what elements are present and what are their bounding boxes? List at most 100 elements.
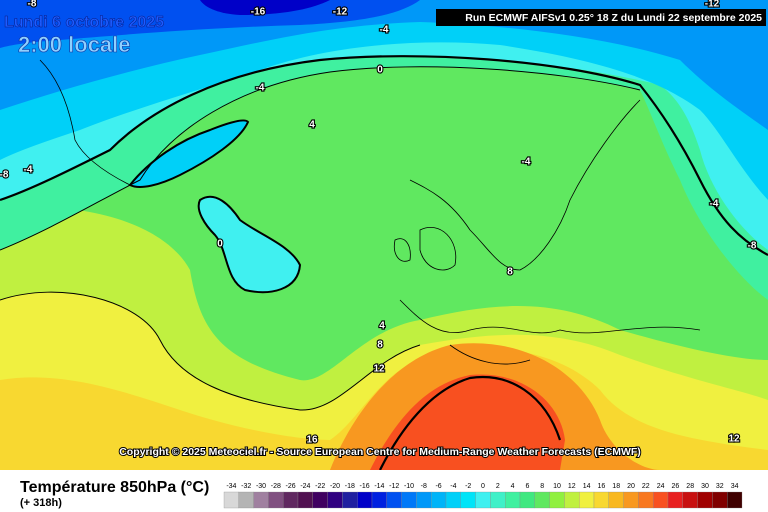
colorbar-swatch <box>445 491 461 509</box>
colorbar-label: 10 <box>553 483 561 490</box>
colorbar-label: -10 <box>404 483 414 490</box>
contour-label: 12 <box>373 364 385 375</box>
colorbar-swatch <box>371 491 387 509</box>
colorbar-label: -24 <box>300 483 310 490</box>
colorbar-label: 24 <box>657 483 665 490</box>
contour-label: 12 <box>728 434 740 445</box>
contour-12 <box>0 291 421 411</box>
contour-label: -4 <box>24 165 33 176</box>
contour-0 <box>0 55 768 256</box>
colorbar-label: 14 <box>583 483 591 490</box>
contour-label: -12 <box>333 7 348 18</box>
colorbar-swatch <box>697 491 713 509</box>
colorbar-label: -14 <box>374 483 384 490</box>
contour-label: -4 <box>256 83 265 94</box>
colorbar-label: -22 <box>315 483 325 490</box>
colorbar-label: 28 <box>686 483 694 490</box>
colorbar-swatch <box>223 491 239 509</box>
colorbar-label: 22 <box>642 483 650 490</box>
colorbar-swatch <box>579 491 595 509</box>
coastline <box>39 59 701 365</box>
colorbar-label: 32 <box>716 483 724 490</box>
colorbar-swatch <box>653 491 669 509</box>
colorbar-label: -2 <box>465 483 471 490</box>
run-info: Run ECMWF AIFSv1 0.25° 18 Z du Lundi 22 … <box>465 12 762 24</box>
colorbar-label: -4 <box>450 483 456 490</box>
colorbar-label: 12 <box>568 483 576 490</box>
colorbar-swatch <box>564 491 580 509</box>
field-m8 <box>0 0 768 130</box>
colorbar-label: 2 <box>496 483 500 490</box>
footer-lead: (+ 318h) <box>20 497 62 509</box>
colorbar: -34 -32 -30 -28 -26 -24 -22 -20 -18 -16 -14 -12 -10-… <box>223 483 743 509</box>
contour-4 <box>0 66 641 251</box>
colorbar-label: -16 <box>360 483 370 490</box>
run-box <box>436 9 766 26</box>
colorbar-swatch <box>357 491 373 509</box>
colorbar-label: -30 <box>256 483 266 490</box>
colorbar-label: 20 <box>627 483 635 490</box>
colorbar-swatch <box>475 491 491 509</box>
contour-label: -4 <box>522 157 531 168</box>
colorbar-swatch <box>623 491 639 509</box>
contour-label: -8 <box>748 241 757 252</box>
colorbar-swatch <box>253 491 269 509</box>
contour-label: 4 <box>379 321 385 332</box>
colorbar-swatch <box>505 491 521 509</box>
colorbar-label: -6 <box>435 483 441 490</box>
colorbar-label: -32 <box>241 483 251 490</box>
field-cold-pool <box>197 195 302 294</box>
colorbar-swatch <box>268 491 284 509</box>
field-m12 <box>0 0 420 48</box>
contour-label: -12 <box>705 0 720 10</box>
colorbar-swatch <box>342 491 358 509</box>
colorbar-label: -18 <box>345 483 355 490</box>
contour-label: 8 <box>377 340 383 351</box>
colorbar-swatch <box>682 491 698 509</box>
map-date: Lundi 6 octobre 2025 <box>4 14 164 31</box>
colorbar-label: -20 <box>330 483 340 490</box>
contour-label: 4 <box>309 120 315 131</box>
contours <box>0 55 768 471</box>
colorbar-swatch <box>238 491 254 509</box>
field-m16 <box>200 0 330 15</box>
colorbar-label: 30 <box>701 483 709 490</box>
colorbar-label: 4 <box>511 483 515 490</box>
contour-20 <box>379 376 562 471</box>
colorbar-swatch <box>593 491 609 509</box>
footer-title: Température 850hPa (°C) <box>20 479 209 496</box>
colorbar-label: -26 <box>286 483 296 490</box>
colorbar-swatch <box>519 491 535 509</box>
field-greenland <box>128 119 250 188</box>
colorbar-swatch <box>549 491 565 509</box>
colorbar-label: -12 <box>389 483 399 490</box>
colorbar-swatch <box>608 491 624 509</box>
contour-label: 0 <box>217 239 223 250</box>
colorbar-swatch <box>401 491 417 509</box>
contour-label: 8 <box>507 267 513 278</box>
colorbar-label: 18 <box>612 483 620 490</box>
contour-label: -8 <box>28 0 37 10</box>
colorbar-swatch <box>460 491 476 509</box>
contour-label: -8 <box>0 170 9 181</box>
colorbar-label: 26 <box>672 483 680 490</box>
colorbar-swatch <box>283 491 299 509</box>
colorbar-swatch <box>327 491 343 509</box>
colorbar-label: 8 <box>540 483 544 490</box>
colorbar-swatch <box>667 491 683 509</box>
colorbar-swatch <box>416 491 432 509</box>
colorbar-swatch <box>431 491 447 509</box>
colorbar-label: 34 <box>731 483 739 490</box>
contour-label: 16 <box>306 435 318 446</box>
colorbar-swatch <box>712 491 728 509</box>
colorbar-swatch <box>534 491 550 509</box>
colorbar-swatch <box>727 491 743 509</box>
contour-label-group: -8 -16 -12 -12 -4 -4 0 4 -4 -8 -4 -4 -8 0 8 4 8 12 16 12 <box>0 0 758 447</box>
colorbar-label: 6 <box>525 483 529 490</box>
colorbar-label: 0 <box>481 483 485 490</box>
map-field <box>0 0 768 470</box>
colorbar-swatch <box>490 491 506 509</box>
colorbar-swatch <box>638 491 654 509</box>
colorbar-swatch <box>386 491 402 509</box>
